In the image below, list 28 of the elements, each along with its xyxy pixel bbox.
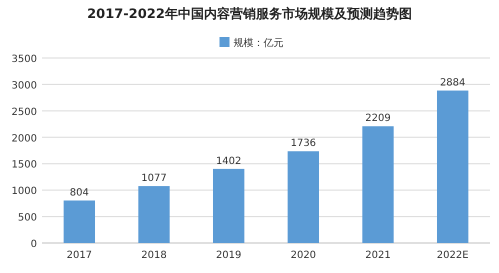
y-tick-label: 3500 bbox=[12, 54, 37, 65]
bar bbox=[288, 151, 320, 243]
data-label: 1736 bbox=[290, 138, 316, 150]
bar bbox=[436, 90, 468, 243]
y-tick-label: 500 bbox=[18, 212, 37, 224]
chart-title: 2017-2022年中国内容营销服务市场规模及预测趋势图 bbox=[87, 6, 412, 22]
data-label: 1077 bbox=[141, 173, 167, 184]
bar bbox=[138, 186, 170, 243]
y-tick-label: 2000 bbox=[12, 133, 37, 144]
x-tick-label: 2017 bbox=[66, 250, 92, 261]
bar bbox=[64, 200, 96, 243]
x-tick-label: 2018 bbox=[141, 250, 167, 261]
y-tick-label: 0 bbox=[30, 239, 37, 250]
x-tick-label: 2022E bbox=[436, 250, 469, 261]
legend-label: 规模：亿元 bbox=[234, 37, 284, 49]
x-tick-label: 2021 bbox=[365, 250, 391, 261]
x-tick-label: 2020 bbox=[290, 250, 316, 261]
y-tick-label: 1000 bbox=[12, 186, 37, 198]
data-label: 2884 bbox=[440, 78, 466, 89]
bar bbox=[362, 126, 394, 243]
y-tick-label: 1500 bbox=[12, 160, 37, 171]
bar bbox=[212, 168, 244, 243]
x-tick-label: 2019 bbox=[216, 250, 242, 261]
y-tick-label: 2500 bbox=[12, 106, 37, 118]
y-tick-label: 3000 bbox=[12, 80, 37, 92]
data-label: 2209 bbox=[365, 113, 391, 124]
data-label: 804 bbox=[70, 188, 89, 199]
data-label: 1402 bbox=[216, 156, 242, 167]
